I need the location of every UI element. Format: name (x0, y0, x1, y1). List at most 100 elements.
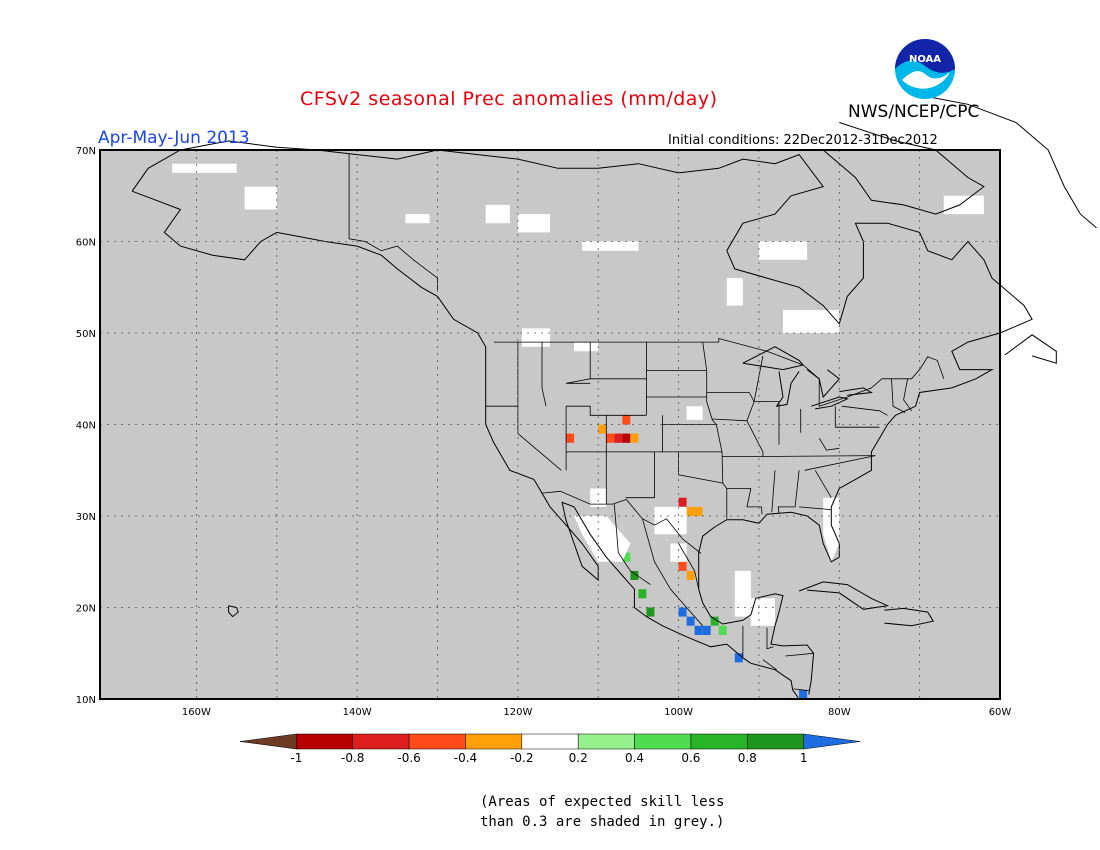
border-line (493, 337, 945, 407)
border-line (762, 659, 777, 671)
colorbar-swatch (352, 733, 410, 750)
anomaly-cell (630, 570, 639, 580)
near-normal-patch (734, 570, 751, 617)
colorbar-tick-label: 0.8 (738, 751, 757, 765)
border-line (613, 504, 651, 585)
anomaly-cell (799, 689, 808, 699)
anomaly-cell (638, 589, 647, 599)
coastline (775, 371, 800, 407)
longitude-label: 100W (664, 707, 693, 718)
map-frame (99, 149, 1001, 700)
colorbar-arrow-low (239, 733, 297, 750)
logo-text: NOAA (909, 54, 941, 65)
colorbar-tick-label: -0.4 (454, 751, 477, 765)
border-line (814, 470, 832, 498)
colorbar-arrow-high (803, 733, 861, 750)
border-line (706, 401, 723, 452)
chart-title: CFSv2 seasonal Prec anomalies (mm/day) (300, 88, 718, 110)
anomaly-cell (614, 433, 623, 443)
near-normal-patch (172, 163, 237, 173)
anomaly-cell (734, 653, 743, 663)
border-line (762, 455, 876, 457)
colorbar-swatch (296, 733, 353, 750)
colorbar-swatch (408, 733, 466, 750)
latitude-label: 30N (76, 512, 96, 523)
agency-label: NWS/NCEP/CPC (848, 102, 980, 122)
anomaly-cell (678, 607, 687, 617)
skill-footnote: (Areas of expected skill less than 0.3 a… (480, 792, 724, 832)
border-line (793, 688, 810, 692)
coastline (131, 140, 1033, 695)
anomaly-cell (710, 616, 719, 626)
longitude-labels: 160W 140W 120W 100W 80W 60W (182, 707, 1011, 718)
longitude-label: 160W (182, 707, 211, 718)
colorbar (239, 733, 861, 750)
anomaly-cell (686, 506, 695, 516)
border-line (771, 470, 776, 513)
border-line (670, 588, 704, 627)
border-line (566, 405, 647, 416)
initial-conditions: Initial conditions: 22Dec2012-31Dec2012 (668, 133, 938, 148)
border-line (541, 490, 702, 554)
anomaly-cell (622, 415, 631, 425)
coastline (1004, 334, 1057, 364)
coastline (884, 607, 935, 627)
coastlines (131, 94, 1097, 700)
anomaly-cell (694, 625, 703, 635)
forecast-period: Apr-May-Jun 2013 (98, 128, 250, 148)
border-line (903, 378, 912, 412)
longitude-label: 80W (828, 707, 851, 718)
colorbar-swatch (521, 733, 579, 750)
near-normal-patch (823, 497, 840, 562)
border-line (785, 652, 814, 657)
political-borders (348, 153, 945, 692)
latitude-label: 10N (76, 695, 96, 706)
border-line (746, 488, 763, 515)
border-line (678, 543, 700, 590)
border-line (722, 420, 764, 457)
colorbar-tick-label: 1 (800, 751, 808, 765)
border-line (517, 406, 562, 471)
border-line (753, 355, 779, 403)
longitude-label: 60W (989, 707, 1012, 718)
colorbar-swatch (690, 733, 748, 750)
anomaly-cell (622, 552, 631, 562)
anomaly-cell (702, 625, 711, 635)
near-normal-patch (485, 204, 510, 224)
near-normal-patch (574, 342, 599, 352)
border-line (891, 378, 906, 413)
border-line (712, 392, 755, 422)
anomaly-cell (566, 433, 575, 443)
noaa-logo-icon: NOAA (895, 39, 955, 99)
anomaly-cell (606, 433, 615, 443)
near-normal-patch (654, 506, 687, 535)
near-normal-patch (244, 186, 277, 210)
anomaly-cell (678, 497, 687, 507)
border-line (834, 406, 880, 428)
near-normal-patch (582, 241, 639, 251)
border-line (818, 437, 840, 451)
near-normal-patch (517, 214, 550, 233)
anomaly-cell (598, 424, 607, 434)
colorbar-swatch (747, 733, 804, 750)
near-normal-patch (726, 278, 743, 306)
anomaly-cell (622, 433, 631, 443)
coastline (822, 122, 985, 215)
colorbar-tick-labels: -1 -0.8 -0.6 -0.4 -0.2 0.2 0.4 0.6 0.8 1 (290, 751, 807, 765)
colorbar-tick-label: 0.6 (681, 751, 700, 765)
border-line (625, 451, 655, 499)
colorbar-tick-label: -0.2 (510, 751, 533, 765)
lat-lon-grid (100, 150, 1000, 699)
border-line (541, 342, 547, 407)
near-normal-patch (686, 406, 703, 420)
coastline (742, 346, 805, 371)
latitude-label: 50N (76, 329, 96, 340)
coastline (919, 94, 1097, 229)
border-line (721, 451, 728, 519)
coastline (839, 387, 873, 396)
near-normal-patch (670, 543, 687, 562)
longitude-label: 140W (343, 707, 372, 718)
border-line (799, 506, 832, 510)
coastline (131, 190, 800, 700)
